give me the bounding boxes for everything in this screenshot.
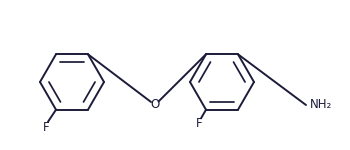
Text: F: F [43, 121, 49, 134]
Text: O: O [150, 99, 160, 111]
Text: F: F [196, 117, 202, 130]
Text: NH₂: NH₂ [310, 98, 332, 111]
